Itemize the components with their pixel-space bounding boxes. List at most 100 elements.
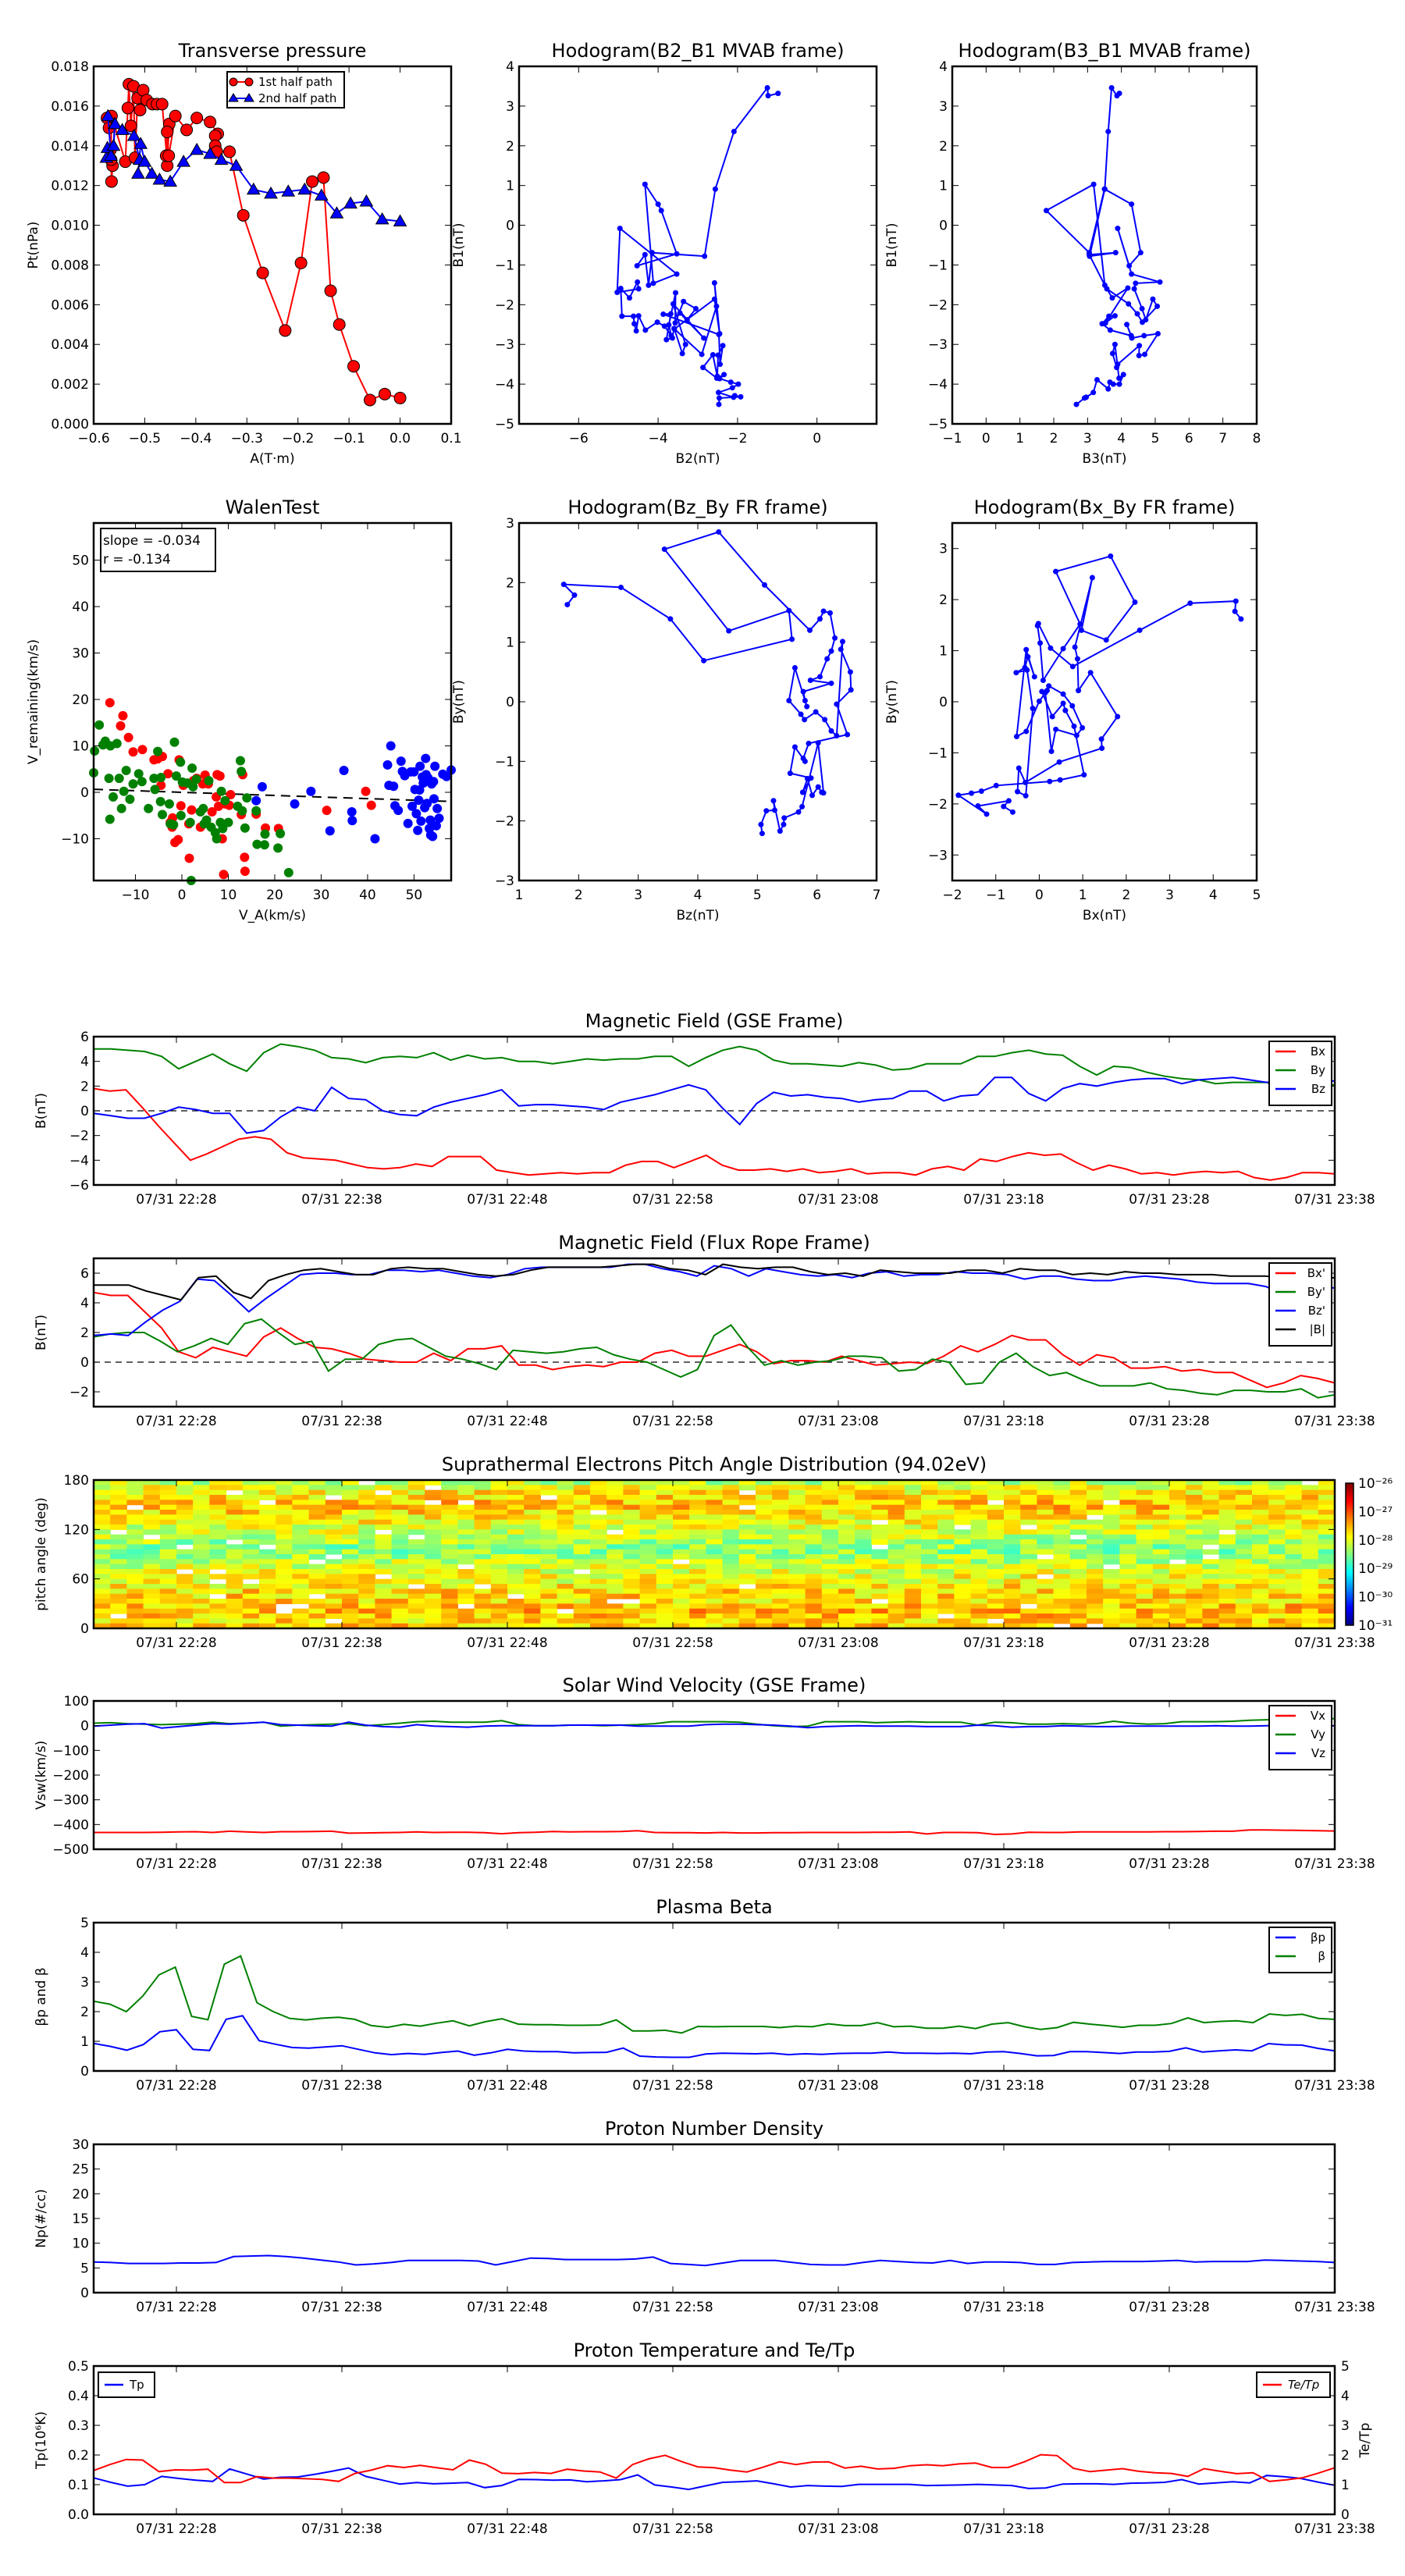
colorbar-segment [1346,1585,1353,1588]
y-tick-label: 15 [72,2211,89,2227]
heatmap-cell [904,1514,922,1521]
heatmap-cell [887,1599,905,1604]
y-tick-label: 1 [506,179,514,194]
heatmap-cell [94,1525,111,1530]
heatmap-cell [1252,1510,1269,1515]
heatmap-cell [342,1549,359,1555]
heatmap-cell [821,1608,839,1614]
heatmap-cell [474,1578,492,1585]
heatmap-cell [788,1589,806,1595]
heatmap-cell [292,1623,310,1629]
heatmap-cell [457,1589,475,1595]
heatmap-cell [805,1599,823,1604]
marker-dot [1150,296,1156,302]
heatmap-cell [1252,1559,1269,1565]
heatmap-cell [1152,1485,1170,1491]
heatmap-cell [1069,1510,1087,1515]
heatmap-cell [1301,1623,1319,1629]
y-axis-label: Te/Tp [1357,2423,1373,2459]
marker-dot [1109,295,1115,301]
heatmap-cell [689,1554,706,1560]
walen-test-frame [92,521,453,882]
heatmap-cell [1069,1599,1087,1604]
heatmap-cell [788,1500,806,1506]
marker-dot [789,636,795,642]
heatmap-cell [259,1623,276,1629]
heatmap-cell [788,1480,806,1485]
colorbar-segment [1346,1571,1353,1574]
colorbar-segment [1346,1608,1353,1612]
heatmap-cell [1103,1480,1120,1485]
heatmap-cell [1020,1534,1037,1540]
marker-dot [993,782,999,788]
heatmap-cell [1152,1599,1170,1604]
heatmap-cell [176,1529,194,1535]
marker-triangle [314,188,329,201]
heatmap-cell [176,1593,194,1599]
heatmap-cell [639,1593,657,1599]
marker-dot [1069,703,1076,709]
heatmap-cell [706,1614,724,1619]
heatmap-cell [375,1578,393,1585]
colorbar-segment [1346,1502,1353,1505]
heatmap-cell [887,1539,905,1545]
heatmap-cell [226,1504,244,1510]
heatmap-cell [557,1510,574,1515]
heatmap-cell [756,1559,773,1565]
heatmap-cell [1103,1525,1120,1530]
heatmap-cell [358,1510,375,1515]
heatmap-cell [689,1593,706,1599]
marker-dot [1137,250,1144,256]
heatmap-cell [606,1480,624,1485]
heatmap-cell [1169,1525,1186,1530]
y-axis-label: βp and β [34,1967,49,2026]
heatmap-cell [143,1584,161,1589]
heatmap-cell [507,1539,525,1545]
heatmap-cell [325,1529,343,1535]
heatmap-cell [639,1534,657,1540]
heatmap-cell [706,1489,724,1496]
heatmap-cell [1301,1569,1319,1574]
heatmap-cell [838,1589,855,1595]
heatmap-cell [110,1608,127,1614]
heatmap-cell [193,1559,210,1565]
heatmap-cell [689,1569,706,1574]
heatmap-cell [855,1608,872,1614]
marker-dot [834,701,840,707]
heatmap-cell [126,1544,144,1550]
heatmap-cell [375,1569,393,1574]
heatmap-cell [557,1495,574,1500]
heatmap-cell [540,1519,558,1525]
marker-triangle [137,155,152,167]
marker-dot [795,809,802,815]
heatmap-cell [209,1544,227,1550]
heatmap-cell [407,1603,425,1610]
heatmap-cell [176,1584,194,1589]
heatmap-cell [788,1554,806,1560]
heatmap-cell [1020,1504,1037,1510]
colorbar-segment [1346,1525,1353,1529]
y-tick-label: −1 [495,258,514,273]
marker-dot [1087,250,1092,256]
heatmap-cell [987,1603,1005,1610]
heatmap-cell [1087,1603,1104,1610]
x-tick-label: 50 [406,888,423,903]
heatmap-cell [1285,1480,1303,1485]
heatmap-cell [490,1589,508,1595]
heatmap-cell [342,1519,359,1525]
heatmap-cell [1119,1618,1137,1624]
heatmap-cell [524,1514,541,1521]
heatmap-cell [391,1589,409,1595]
x-tick-label: 07/31 23:38 [1294,2300,1375,2315]
heatmap-cell [954,1514,972,1521]
marker-dot [1013,733,1019,739]
heatmap-cell [921,1578,938,1585]
heatmap-cell [474,1514,492,1521]
x-axis-label: Bx(nT) [1083,908,1126,923]
heatmap-cell [159,1593,177,1599]
marker-dot [807,627,813,633]
heatmap-cell [887,1554,905,1560]
heatmap-cell [1037,1489,1055,1496]
heatmap-cell [1318,1593,1336,1599]
